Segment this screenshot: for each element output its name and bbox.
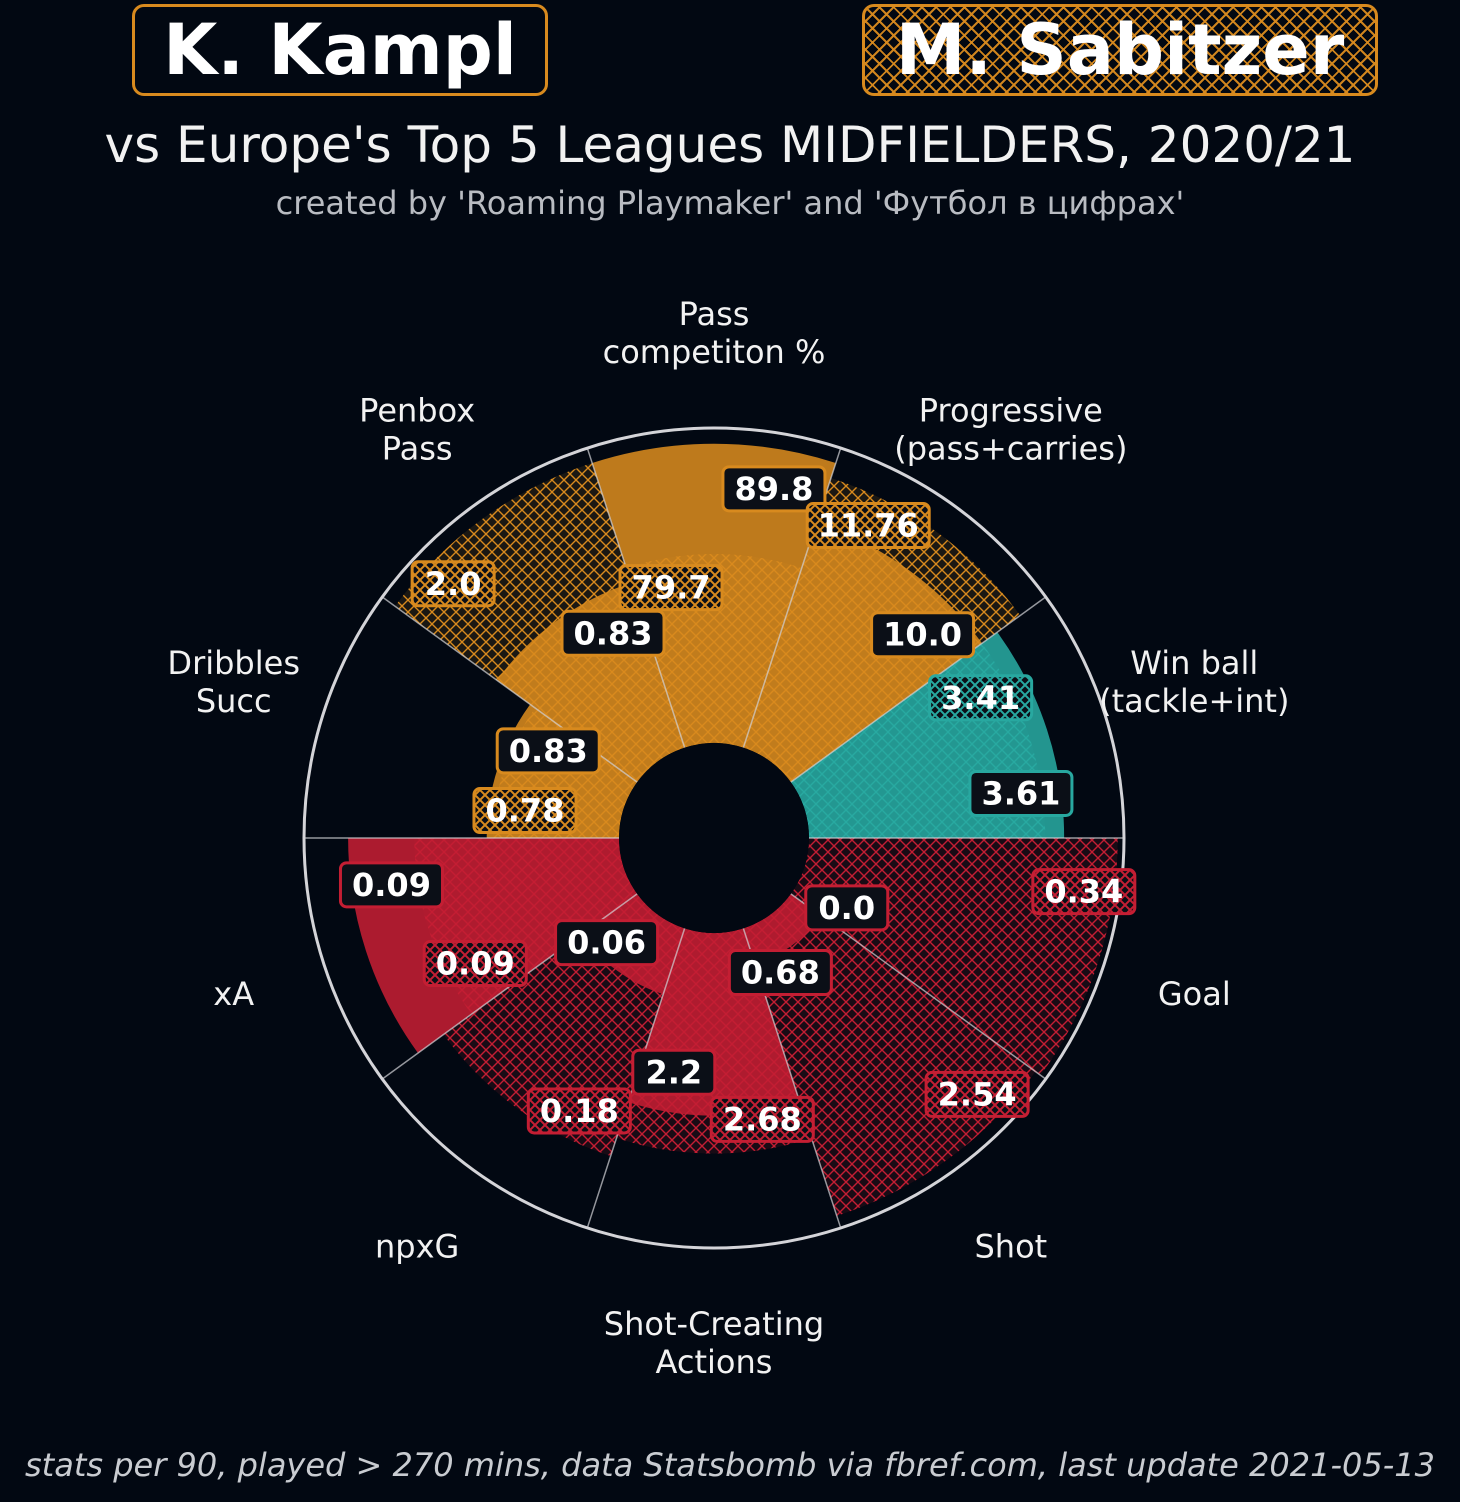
outer-ring [302, 426, 1126, 1250]
value-label-kampl-4: 0.68 [727, 949, 833, 997]
category-label-9: Penbox Pass [359, 391, 475, 467]
svg-text:3.61: 3.61 [981, 774, 1060, 812]
category-label-8: Dribbles Succ [167, 644, 300, 720]
chart-subtitle: vs Europe's Top 5 Leagues MIDFIELDERS, 2… [104, 116, 1356, 174]
bar-kampl-4 [743, 893, 822, 965]
svg-text:0.06: 0.06 [567, 924, 646, 962]
category-label-7: xA [213, 975, 254, 1013]
value-label-kampl-8: 0.83 [495, 727, 601, 775]
svg-text:0.34: 0.34 [1044, 873, 1123, 911]
svg-text:2.68: 2.68 [723, 1100, 802, 1138]
category-label-0: Pass competiton % [603, 295, 826, 371]
category-label-3: Goal [1158, 975, 1231, 1013]
svg-text:0.83: 0.83 [509, 732, 588, 770]
svg-text:2.54: 2.54 [938, 1075, 1017, 1113]
value-label-kampl-5: 2.2 [631, 1048, 717, 1096]
svg-text:0.18: 0.18 [540, 1092, 619, 1130]
svg-text:10.0: 10.0 [883, 616, 962, 654]
value-label-kampl-9: 0.83 [560, 609, 666, 657]
value-label-sabitzer-0: 79.7 [618, 564, 724, 612]
category-labels: Pass competiton % Progressive (pass+carries… [167, 295, 1289, 1381]
value-label-sabitzer-1: 11.76 [805, 501, 931, 549]
value-label-sabitzer-8: 0.78 [472, 787, 578, 835]
svg-text:89.8: 89.8 [734, 470, 813, 508]
svg-text:2.0: 2.0 [425, 565, 482, 603]
value-labels: 79.7 89.811.76 10.0 3.41 3.61 0.34 0.0 2.54 0.68… [338, 465, 1137, 1143]
value-label-sabitzer-2: 3.41 [928, 674, 1034, 722]
value-label-sabitzer-6: 0.18 [526, 1087, 632, 1135]
category-label-1: Progressive (pass+carries) [894, 391, 1127, 467]
value-label-sabitzer-3: 0.34 [1031, 868, 1137, 916]
center-hole [619, 743, 809, 933]
bar-kampl-1 [743, 522, 982, 783]
value-label-kampl-0: 89.8 [721, 465, 827, 513]
value-label-kampl-6: 0.06 [554, 919, 660, 967]
value-label-kampl-2: 3.61 [968, 769, 1074, 817]
value-label-kampl-3: 0.0 [804, 884, 890, 932]
svg-text:11.76: 11.76 [818, 506, 919, 544]
grid-spoke-2 [790, 596, 1047, 783]
value-label-sabitzer-7: 0.09 [422, 940, 528, 988]
value-label-sabitzer-5: 2.68 [709, 1095, 815, 1143]
svg-text:0.78: 0.78 [486, 792, 565, 830]
value-label-kampl-7: 0.09 [338, 861, 444, 909]
svg-text:3.41: 3.41 [941, 679, 1020, 717]
svg-text:0.83: 0.83 [574, 614, 653, 652]
category-label-6: npxG [375, 1228, 459, 1266]
svg-text:0.09: 0.09 [436, 945, 515, 983]
svg-text:0.0: 0.0 [818, 889, 875, 927]
chart-footnote: stats per 90, played > 270 mins, data St… [25, 1446, 1435, 1484]
category-label-4: Shot [974, 1228, 1047, 1266]
value-label-kampl-1: 10.0 [870, 611, 976, 659]
category-label-5: Shot-Creating Actions [604, 1305, 824, 1381]
category-label-2: Win ball (tackle+int) [1099, 644, 1289, 720]
svg-text:0.68: 0.68 [741, 954, 820, 992]
chart-grid [302, 426, 1126, 1250]
player1-title: K. Kampl [132, 4, 548, 96]
svg-text:0.09: 0.09 [352, 866, 431, 904]
svg-text:2.2: 2.2 [645, 1053, 702, 1091]
value-label-sabitzer-9: 2.0 [410, 560, 496, 608]
svg-text:79.7: 79.7 [632, 569, 711, 607]
value-label-sabitzer-4: 2.54 [924, 1070, 1030, 1118]
player2-title: M. Sabitzer [862, 4, 1378, 96]
chart-credit: created by 'Roaming Playmaker' and 'Футб… [275, 184, 1185, 222]
